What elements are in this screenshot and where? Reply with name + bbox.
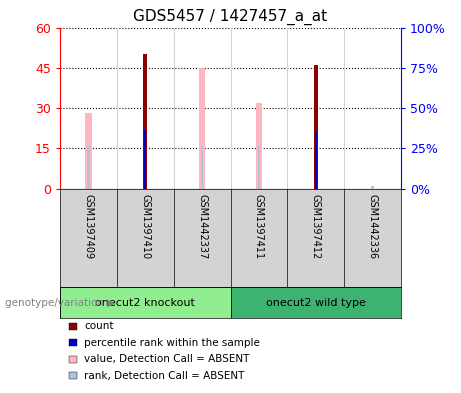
Text: genotype/variation ▶: genotype/variation ▶ xyxy=(5,298,115,308)
Text: rank, Detection Call = ABSENT: rank, Detection Call = ABSENT xyxy=(84,371,245,381)
Text: percentile rank within the sample: percentile rank within the sample xyxy=(84,338,260,348)
Bar xyxy=(87,146,90,189)
Bar xyxy=(315,132,317,189)
Bar xyxy=(258,146,260,189)
Bar xyxy=(230,287,401,318)
Bar xyxy=(144,130,146,189)
Title: GDS5457 / 1427457_a_at: GDS5457 / 1427457_a_at xyxy=(133,9,328,25)
Text: value, Detection Call = ABSENT: value, Detection Call = ABSENT xyxy=(84,354,250,364)
Bar xyxy=(85,114,92,189)
Text: onecut2 knockout: onecut2 knockout xyxy=(95,298,195,308)
Text: GSM1397411: GSM1397411 xyxy=(254,193,264,259)
Text: GSM1397409: GSM1397409 xyxy=(83,193,94,259)
Bar xyxy=(143,54,147,189)
Bar xyxy=(201,146,203,189)
Text: onecut2 wild type: onecut2 wild type xyxy=(266,298,366,308)
Text: GSM1442336: GSM1442336 xyxy=(367,193,378,259)
Bar xyxy=(371,186,374,189)
Bar xyxy=(199,68,206,189)
Text: GSM1442337: GSM1442337 xyxy=(197,193,207,259)
Text: count: count xyxy=(84,321,114,331)
Bar xyxy=(255,103,262,189)
Text: GSM1397410: GSM1397410 xyxy=(140,193,150,259)
Bar xyxy=(314,65,318,189)
Text: GSM1397412: GSM1397412 xyxy=(311,193,321,259)
Bar xyxy=(60,287,230,318)
